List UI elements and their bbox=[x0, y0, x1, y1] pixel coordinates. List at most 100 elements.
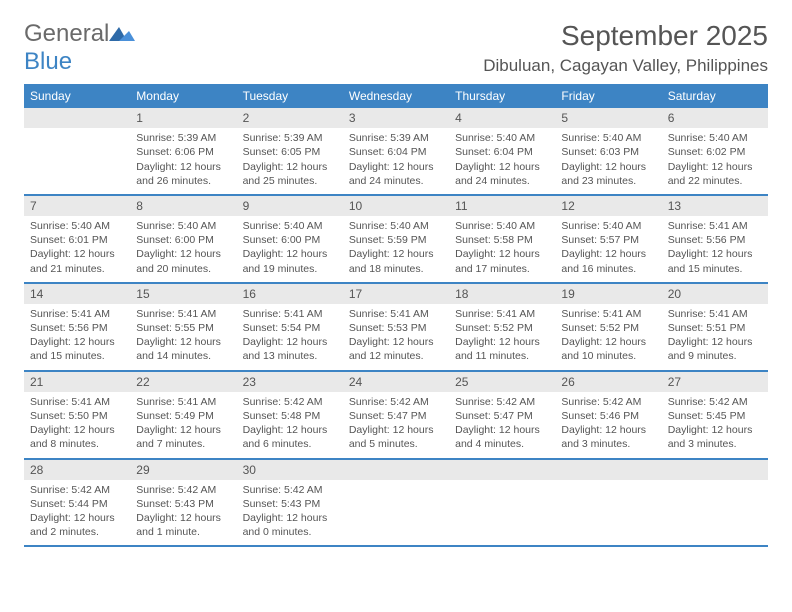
day-detail-line: Sunrise: 5:42 AM bbox=[455, 395, 549, 409]
day-body: Sunrise: 5:42 AMSunset: 5:48 PMDaylight:… bbox=[237, 392, 343, 458]
day-detail-line: Sunset: 5:48 PM bbox=[243, 409, 337, 423]
day-number: 15 bbox=[130, 284, 236, 304]
weekday-header: Saturday bbox=[662, 84, 768, 108]
day-number: 17 bbox=[343, 284, 449, 304]
day-detail-line: Sunset: 5:51 PM bbox=[668, 321, 762, 335]
day-number: 30 bbox=[237, 460, 343, 480]
day-detail-line: Sunset: 5:50 PM bbox=[30, 409, 124, 423]
day-cell: 2Sunrise: 5:39 AMSunset: 6:05 PMDaylight… bbox=[237, 108, 343, 194]
day-cell bbox=[343, 460, 449, 546]
day-detail-line: Daylight: 12 hours bbox=[243, 335, 337, 349]
day-detail-line: Daylight: 12 hours bbox=[136, 423, 230, 437]
day-detail-line: and 4 minutes. bbox=[455, 437, 549, 451]
weekday-header: Thursday bbox=[449, 84, 555, 108]
week-row: 7Sunrise: 5:40 AMSunset: 6:01 PMDaylight… bbox=[24, 196, 768, 284]
day-detail-line: Sunrise: 5:41 AM bbox=[455, 307, 549, 321]
day-number: 28 bbox=[24, 460, 130, 480]
day-cell bbox=[24, 108, 130, 194]
day-body: Sunrise: 5:41 AMSunset: 5:56 PMDaylight:… bbox=[662, 216, 768, 282]
day-cell: 11Sunrise: 5:40 AMSunset: 5:58 PMDayligh… bbox=[449, 196, 555, 282]
day-body: Sunrise: 5:41 AMSunset: 5:50 PMDaylight:… bbox=[24, 392, 130, 458]
day-body: Sunrise: 5:42 AMSunset: 5:47 PMDaylight:… bbox=[343, 392, 449, 458]
day-detail-line: Daylight: 12 hours bbox=[30, 423, 124, 437]
day-detail-line: and 11 minutes. bbox=[455, 349, 549, 363]
day-detail-line: Daylight: 12 hours bbox=[668, 247, 762, 261]
day-detail-line: Daylight: 12 hours bbox=[561, 247, 655, 261]
day-detail-line: Sunset: 5:52 PM bbox=[561, 321, 655, 335]
day-detail-line: and 3 minutes. bbox=[668, 437, 762, 451]
day-cell: 17Sunrise: 5:41 AMSunset: 5:53 PMDayligh… bbox=[343, 284, 449, 370]
day-detail-line: and 24 minutes. bbox=[455, 174, 549, 188]
day-detail-line: Sunrise: 5:42 AM bbox=[668, 395, 762, 409]
day-detail-line: Sunset: 5:49 PM bbox=[136, 409, 230, 423]
day-cell bbox=[662, 460, 768, 546]
title-block: September 2025 Dibuluan, Cagayan Valley,… bbox=[483, 20, 768, 76]
day-detail-line: and 2 minutes. bbox=[30, 525, 124, 539]
day-number: 7 bbox=[24, 196, 130, 216]
day-body: Sunrise: 5:40 AMSunset: 6:01 PMDaylight:… bbox=[24, 216, 130, 282]
day-cell: 5Sunrise: 5:40 AMSunset: 6:03 PMDaylight… bbox=[555, 108, 661, 194]
day-cell: 20Sunrise: 5:41 AMSunset: 5:51 PMDayligh… bbox=[662, 284, 768, 370]
day-detail-line: Sunset: 6:00 PM bbox=[243, 233, 337, 247]
day-detail-line: Sunset: 5:57 PM bbox=[561, 233, 655, 247]
day-cell: 10Sunrise: 5:40 AMSunset: 5:59 PMDayligh… bbox=[343, 196, 449, 282]
day-number: 5 bbox=[555, 108, 661, 128]
day-cell: 22Sunrise: 5:41 AMSunset: 5:49 PMDayligh… bbox=[130, 372, 236, 458]
day-cell: 25Sunrise: 5:42 AMSunset: 5:47 PMDayligh… bbox=[449, 372, 555, 458]
day-detail-line: and 19 minutes. bbox=[243, 262, 337, 276]
day-number: 24 bbox=[343, 372, 449, 392]
day-body: Sunrise: 5:41 AMSunset: 5:52 PMDaylight:… bbox=[449, 304, 555, 370]
day-cell: 4Sunrise: 5:40 AMSunset: 6:04 PMDaylight… bbox=[449, 108, 555, 194]
day-cell: 8Sunrise: 5:40 AMSunset: 6:00 PMDaylight… bbox=[130, 196, 236, 282]
logo-triangle-icon bbox=[109, 20, 135, 48]
day-detail-line: Sunset: 5:52 PM bbox=[455, 321, 549, 335]
day-detail-line: Sunset: 6:05 PM bbox=[243, 145, 337, 159]
day-body: Sunrise: 5:41 AMSunset: 5:56 PMDaylight:… bbox=[24, 304, 130, 370]
day-detail-line: Sunset: 6:00 PM bbox=[136, 233, 230, 247]
day-cell: 24Sunrise: 5:42 AMSunset: 5:47 PMDayligh… bbox=[343, 372, 449, 458]
day-detail-line: and 14 minutes. bbox=[136, 349, 230, 363]
day-detail-line: Sunrise: 5:40 AM bbox=[561, 219, 655, 233]
day-detail-line: and 13 minutes. bbox=[243, 349, 337, 363]
day-detail-line: Sunset: 6:04 PM bbox=[349, 145, 443, 159]
day-detail-line: and 21 minutes. bbox=[30, 262, 124, 276]
day-body: Sunrise: 5:40 AMSunset: 6:00 PMDaylight:… bbox=[130, 216, 236, 282]
day-detail-line: Sunset: 6:03 PM bbox=[561, 145, 655, 159]
day-number: 2 bbox=[237, 108, 343, 128]
day-detail-line: Daylight: 12 hours bbox=[30, 247, 124, 261]
day-detail-line: Sunrise: 5:40 AM bbox=[668, 131, 762, 145]
day-detail-line: Sunrise: 5:41 AM bbox=[136, 307, 230, 321]
day-detail-line: Sunset: 5:56 PM bbox=[30, 321, 124, 335]
day-cell: 16Sunrise: 5:41 AMSunset: 5:54 PMDayligh… bbox=[237, 284, 343, 370]
day-body: Sunrise: 5:42 AMSunset: 5:43 PMDaylight:… bbox=[237, 480, 343, 546]
day-detail-line: Daylight: 12 hours bbox=[136, 160, 230, 174]
day-detail-line: Daylight: 12 hours bbox=[349, 247, 443, 261]
day-detail-line: Sunset: 5:53 PM bbox=[349, 321, 443, 335]
day-number: 14 bbox=[24, 284, 130, 304]
empty-day-bar bbox=[449, 460, 555, 480]
day-detail-line: and 5 minutes. bbox=[349, 437, 443, 451]
day-detail-line: Sunset: 5:45 PM bbox=[668, 409, 762, 423]
day-cell: 3Sunrise: 5:39 AMSunset: 6:04 PMDaylight… bbox=[343, 108, 449, 194]
day-number: 20 bbox=[662, 284, 768, 304]
day-body: Sunrise: 5:42 AMSunset: 5:44 PMDaylight:… bbox=[24, 480, 130, 546]
day-cell: 9Sunrise: 5:40 AMSunset: 6:00 PMDaylight… bbox=[237, 196, 343, 282]
week-row: 28Sunrise: 5:42 AMSunset: 5:44 PMDayligh… bbox=[24, 460, 768, 548]
month-title: September 2025 bbox=[483, 20, 768, 52]
day-body: Sunrise: 5:40 AMSunset: 5:58 PMDaylight:… bbox=[449, 216, 555, 282]
empty-day-bar bbox=[662, 460, 768, 480]
day-detail-line: Daylight: 12 hours bbox=[243, 160, 337, 174]
day-body: Sunrise: 5:40 AMSunset: 6:02 PMDaylight:… bbox=[662, 128, 768, 194]
day-cell: 26Sunrise: 5:42 AMSunset: 5:46 PMDayligh… bbox=[555, 372, 661, 458]
day-detail-line: Daylight: 12 hours bbox=[349, 423, 443, 437]
location: Dibuluan, Cagayan Valley, Philippines bbox=[483, 56, 768, 76]
day-number: 29 bbox=[130, 460, 236, 480]
day-detail-line: and 15 minutes. bbox=[30, 349, 124, 363]
day-detail-line: Sunrise: 5:40 AM bbox=[561, 131, 655, 145]
day-detail-line: Sunset: 5:55 PM bbox=[136, 321, 230, 335]
weekday-header: Friday bbox=[555, 84, 661, 108]
day-cell: 19Sunrise: 5:41 AMSunset: 5:52 PMDayligh… bbox=[555, 284, 661, 370]
day-detail-line: and 20 minutes. bbox=[136, 262, 230, 276]
day-detail-line: Sunrise: 5:41 AM bbox=[243, 307, 337, 321]
day-body: Sunrise: 5:42 AMSunset: 5:43 PMDaylight:… bbox=[130, 480, 236, 546]
